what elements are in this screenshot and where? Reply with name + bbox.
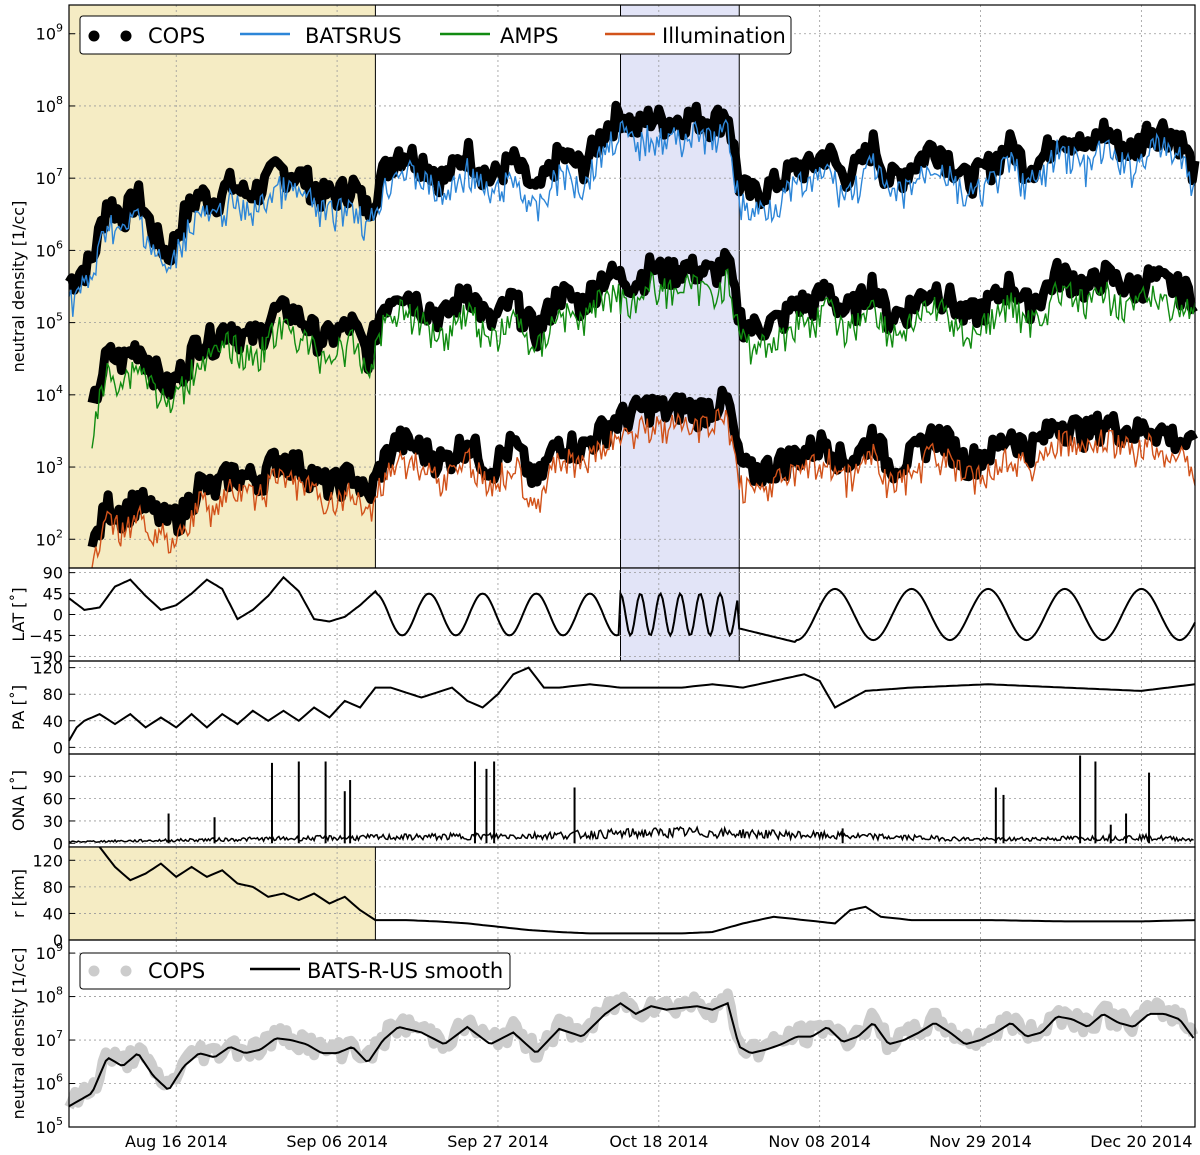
density-legend: COPS BATSRUS AMPS Illumination (79, 15, 792, 55)
x-tick-label: Aug 16 2014 (125, 1132, 228, 1151)
panels-layer: 102 103 104 105 106 107 108 109 neutral density … (9, 4, 1200, 1151)
phase-angle-panel: 120 80 40 0 PA [˚] (9, 659, 1196, 757)
x-tick-label: Sep 06 2014 (286, 1132, 387, 1151)
distance-ytick-label: 0 (53, 931, 63, 950)
phase-angle-frame (68, 660, 1196, 755)
phase-angle-ylabel: PA [˚] (9, 685, 28, 730)
latitude-ytick-label: 45 (43, 585, 63, 604)
density-ytick-label: 105 (36, 311, 63, 333)
density-ylabel: neutral density [1/cc] (9, 201, 28, 373)
latitude-ylabel: LAT [˚] (9, 587, 28, 641)
phase-angle-ytick-label: 120 (32, 659, 63, 678)
off-nadir-angle-ytick-label: 30 (43, 812, 63, 831)
distance-ytick-label: 120 (32, 851, 63, 870)
density-panel: 102 103 104 105 106 107 108 109 neutral density … (9, 4, 1200, 569)
x-tick-label: Dec 20 2014 (1090, 1132, 1192, 1151)
smooth-legend: COPS BATS-R-US smooth (79, 952, 511, 990)
density-ytick-label: 109 (36, 22, 63, 44)
legend-cops-marker-2 (120, 30, 132, 42)
distance-ylabel: r [km] (9, 869, 28, 918)
distance-shade-yellow (69, 847, 376, 940)
cops-smooth-band (64, 988, 1199, 1110)
x-tick-label: Nov 08 2014 (768, 1132, 870, 1151)
legend-smooth-cops-marker (88, 965, 100, 977)
illumination-series-line (91, 408, 1196, 569)
legend-batsrus-label: BATSRUS (305, 24, 402, 48)
density-ytick-label: 103 (36, 455, 63, 477)
density-ytick-label: 104 (36, 383, 63, 405)
distance-line (98, 846, 1196, 935)
phase-angle-ytick-label: 40 (43, 712, 63, 731)
distance-panel: 120 80 40 0 r [km] (9, 846, 1196, 950)
latitude-ytick-label: −90 (29, 647, 63, 666)
x-tick-label: Sep 27 2014 (447, 1132, 548, 1151)
legend-smooth-label: BATS-R-US smooth (307, 959, 503, 983)
off-nadir-angle-ytick-label: 60 (43, 790, 63, 809)
off-nadir-angle-ytick-label: 0 (53, 834, 63, 853)
ona-line (68, 825, 1194, 844)
legend-amps-label: AMPS (500, 24, 558, 48)
cops-amps-band (87, 247, 1198, 404)
amps-series-line (91, 268, 1196, 449)
legend-smooth-cops-marker-2 (120, 965, 132, 977)
density-ytick-label: 106 (36, 238, 63, 260)
cops-illumination-band (87, 385, 1198, 548)
density-smooth-ytick-label: 106 (36, 1072, 63, 1094)
density-ytick-label: 107 (36, 166, 63, 188)
legend-cops-label: COPS (148, 24, 205, 48)
off-nadir-angle-panel: 90 60 30 0 ONA [˚] (9, 753, 1196, 853)
density-smooth-ytick-label: 105 (36, 1115, 63, 1137)
latitude-line (68, 575, 1196, 643)
phase-angle-line (68, 666, 1196, 742)
density-smooth-ylabel: neutral density [1/cc] (9, 948, 28, 1120)
latitude-ytick-label: −45 (29, 626, 63, 645)
x-tick-label: Nov 29 2014 (929, 1132, 1031, 1151)
distance-ytick-label: 80 (43, 878, 63, 897)
density-smooth-panel: 105 106 107 108 109 neutral density [1/cc] (9, 939, 1199, 1137)
density-smooth-frame (68, 939, 1196, 1128)
density-ytick-label: 108 (36, 94, 63, 116)
bats-r-us-smooth-line (68, 1001, 1195, 1108)
latitude-ytick-label: 90 (43, 564, 63, 583)
density-ytick-label: 102 (36, 527, 63, 549)
x-tick-label: Oct 18 2014 (609, 1132, 708, 1151)
phase-angle-ytick-label: 80 (43, 685, 63, 704)
off-nadir-angle-ytick-label: 90 (43, 767, 63, 786)
legend-cops-marker (88, 30, 100, 42)
distance-ytick-label: 40 (43, 904, 63, 923)
off-nadir-angle-ylabel: ONA [˚] (9, 770, 28, 831)
density-smooth-ytick-label: 109 (36, 941, 63, 963)
phase-angle-ytick-label: 0 (53, 738, 63, 757)
latitude-ytick-label: 0 (53, 606, 63, 625)
legend-illumination-label: Illumination (662, 24, 786, 48)
density-smooth-ytick-label: 107 (36, 1028, 63, 1050)
legend-smooth-cops-label: COPS (148, 959, 205, 983)
batsrus-series-line (68, 118, 1196, 317)
density-smooth-ytick-label: 108 (36, 985, 63, 1007)
